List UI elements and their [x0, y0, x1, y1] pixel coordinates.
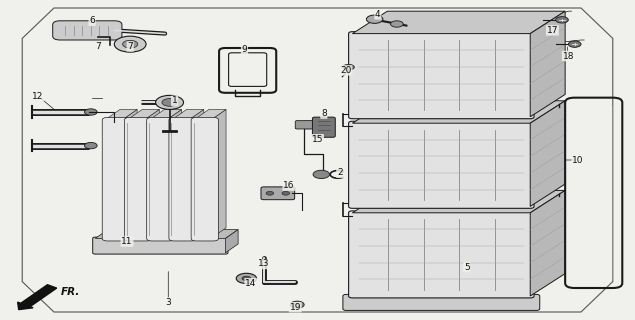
- Circle shape: [556, 17, 568, 23]
- Polygon shape: [225, 230, 238, 253]
- Text: 13: 13: [258, 260, 269, 268]
- Text: 14: 14: [245, 279, 257, 288]
- Polygon shape: [95, 230, 238, 238]
- Circle shape: [123, 40, 138, 48]
- Polygon shape: [171, 109, 204, 120]
- Text: 6: 6: [89, 16, 95, 25]
- Circle shape: [391, 21, 403, 27]
- FancyBboxPatch shape: [53, 21, 122, 40]
- Circle shape: [290, 301, 304, 308]
- Text: 15: 15: [312, 135, 323, 144]
- Text: 10: 10: [572, 156, 584, 164]
- Polygon shape: [530, 190, 565, 296]
- Polygon shape: [211, 109, 226, 238]
- Text: 1: 1: [171, 96, 178, 105]
- Text: 5: 5: [464, 263, 470, 272]
- Text: 7: 7: [95, 42, 102, 51]
- FancyBboxPatch shape: [312, 117, 335, 137]
- Circle shape: [568, 41, 581, 47]
- Polygon shape: [352, 101, 565, 123]
- Circle shape: [156, 95, 184, 109]
- FancyBboxPatch shape: [349, 121, 534, 208]
- FancyBboxPatch shape: [349, 211, 534, 298]
- Polygon shape: [194, 109, 226, 120]
- Polygon shape: [166, 109, 182, 238]
- FancyArrow shape: [18, 285, 57, 310]
- Text: FR.: FR.: [60, 287, 80, 297]
- Polygon shape: [149, 109, 182, 120]
- Polygon shape: [189, 109, 204, 238]
- Circle shape: [266, 191, 274, 195]
- Text: 11: 11: [121, 237, 133, 246]
- FancyBboxPatch shape: [229, 53, 267, 86]
- Polygon shape: [127, 109, 159, 120]
- Circle shape: [114, 36, 146, 52]
- Circle shape: [294, 303, 300, 306]
- Circle shape: [84, 109, 97, 115]
- Circle shape: [84, 142, 97, 149]
- Polygon shape: [105, 109, 137, 120]
- Polygon shape: [530, 11, 565, 117]
- Circle shape: [343, 64, 354, 70]
- Text: 16: 16: [283, 181, 295, 190]
- Text: 7: 7: [127, 42, 133, 51]
- FancyBboxPatch shape: [169, 117, 196, 241]
- Text: 3: 3: [165, 298, 171, 307]
- Text: 4: 4: [375, 10, 380, 19]
- Text: 19: 19: [290, 303, 301, 312]
- Circle shape: [242, 276, 251, 281]
- Circle shape: [282, 191, 290, 195]
- Circle shape: [313, 170, 330, 179]
- Polygon shape: [530, 101, 565, 206]
- Text: 9: 9: [241, 45, 248, 54]
- Text: 2: 2: [337, 168, 342, 177]
- FancyBboxPatch shape: [124, 117, 152, 241]
- Text: 18: 18: [563, 52, 574, 60]
- Polygon shape: [122, 109, 137, 238]
- Polygon shape: [352, 11, 565, 34]
- Circle shape: [236, 273, 257, 284]
- FancyBboxPatch shape: [343, 294, 540, 310]
- FancyBboxPatch shape: [191, 117, 218, 241]
- Text: 8: 8: [321, 109, 327, 118]
- Text: 20: 20: [340, 66, 352, 75]
- Text: 17: 17: [547, 26, 558, 35]
- Circle shape: [162, 99, 177, 106]
- Text: 12: 12: [32, 92, 44, 100]
- FancyBboxPatch shape: [93, 237, 228, 254]
- FancyBboxPatch shape: [147, 117, 174, 241]
- FancyBboxPatch shape: [261, 187, 295, 200]
- Polygon shape: [144, 109, 159, 238]
- Polygon shape: [352, 190, 565, 213]
- FancyBboxPatch shape: [349, 32, 534, 119]
- FancyBboxPatch shape: [102, 117, 130, 241]
- FancyBboxPatch shape: [575, 104, 612, 282]
- Circle shape: [366, 15, 383, 23]
- FancyBboxPatch shape: [295, 121, 315, 129]
